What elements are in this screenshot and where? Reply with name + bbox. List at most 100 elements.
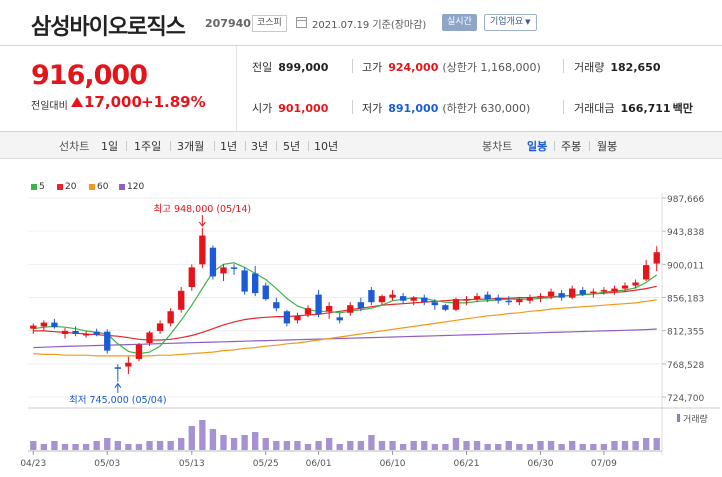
volume-bar xyxy=(368,435,375,450)
candle-body xyxy=(611,288,618,292)
x-tick-label: 05/25 xyxy=(253,459,279,469)
low-annotation: 최저 745,000 (05/04) xyxy=(69,395,167,406)
volume-bar xyxy=(378,441,386,450)
tab-3y[interactable]: 3년 xyxy=(251,140,269,153)
volume-bar xyxy=(104,438,111,450)
candle-body xyxy=(579,290,586,295)
x-tick-label: 06/01 xyxy=(306,459,332,469)
candle-body xyxy=(547,291,555,297)
volume-bar xyxy=(600,444,608,450)
line-chart-label: 선차트 xyxy=(59,140,90,153)
volume-legend-swatch xyxy=(677,414,680,422)
up-arrow-icon xyxy=(71,97,83,107)
chart-toolbar: 선차트 1일 1주일 3개월 1년 3년 5년 10년 봉차트 일봉 주봉 월봉 xyxy=(0,132,722,159)
candle-body xyxy=(167,311,174,324)
ma120-line xyxy=(33,328,657,349)
divider xyxy=(352,59,353,73)
trade-value-stat: 거래대금 166,711 백만 xyxy=(574,100,693,116)
volume-bar xyxy=(315,441,322,450)
volume-bar xyxy=(452,438,460,450)
legend-ma20: 20 xyxy=(57,182,76,192)
tab-weekly-candle[interactable]: 주봉 xyxy=(561,140,582,153)
volume-bar xyxy=(495,444,502,450)
legend-swatch xyxy=(57,183,63,190)
legend-swatch xyxy=(119,183,125,190)
volume-bar xyxy=(463,441,470,450)
candle-body xyxy=(178,290,185,310)
x-tick-label: 06/21 xyxy=(454,459,480,469)
volume-bar xyxy=(72,444,79,450)
candle-body xyxy=(516,299,523,303)
volume-bar xyxy=(642,438,650,450)
legend-ma5: 5 xyxy=(31,182,45,192)
candle-body xyxy=(40,322,48,327)
candle-body xyxy=(273,302,280,309)
lower-limit: (하한가 630,000) xyxy=(442,102,531,115)
candle-body xyxy=(125,362,132,367)
legend-label: 120 xyxy=(127,182,145,192)
stock-name: 삼성바이오로직스 xyxy=(31,15,186,40)
volume-bar xyxy=(410,441,417,450)
candle-body xyxy=(368,290,375,303)
x-tick-label: 07/09 xyxy=(591,459,617,469)
candle-body xyxy=(452,299,460,310)
volume-bar xyxy=(230,438,238,450)
volume-bar xyxy=(357,441,365,450)
divider xyxy=(308,141,309,151)
low-value: 891,000 xyxy=(388,102,439,115)
tab-monthly-candle[interactable]: 월봉 xyxy=(597,140,618,153)
tab-5y[interactable]: 5년 xyxy=(283,140,301,153)
legend-label: 5 xyxy=(39,182,45,192)
tab-1d[interactable]: 1일 xyxy=(101,140,119,153)
high-value: 924,000 xyxy=(388,61,439,74)
volume-bar xyxy=(273,441,280,450)
candle-body xyxy=(505,300,512,303)
volume-bar xyxy=(505,441,512,450)
volume-bar xyxy=(40,444,48,450)
high-label: 고가 xyxy=(362,61,383,74)
company-overview-dropdown[interactable]: 기업개요 ▼ xyxy=(484,14,537,31)
prev-close-stat: 전일 899,000 xyxy=(252,59,328,75)
tab-3m[interactable]: 3개월 xyxy=(177,140,205,153)
volume-bar xyxy=(526,444,534,450)
volume-bar xyxy=(262,438,269,450)
divider xyxy=(554,141,555,151)
candle-body xyxy=(104,331,111,351)
tab-1y[interactable]: 1년 xyxy=(220,140,238,153)
candle-body xyxy=(156,323,164,331)
x-tick-label: 04/23 xyxy=(20,459,46,469)
candle-body xyxy=(569,288,576,298)
divider xyxy=(589,141,590,151)
high-stat: 고가 924,000 (상한가 1,168,000) xyxy=(362,59,541,75)
current-price: 916,000 xyxy=(31,60,148,91)
volume-bar xyxy=(389,441,396,450)
tab-1w[interactable]: 1주일 xyxy=(134,140,162,153)
candle-body xyxy=(114,367,121,369)
tab-10y[interactable]: 10년 xyxy=(314,140,339,153)
volume-bar xyxy=(61,444,69,450)
candle-body xyxy=(621,285,629,289)
volume-bar xyxy=(209,429,217,450)
volume-bar xyxy=(30,441,37,450)
prev-close-label: 전일 xyxy=(252,61,273,74)
candle-body xyxy=(230,267,238,269)
price-change-percent: +1.89% xyxy=(141,93,206,111)
tab-daily-candle[interactable]: 일봉 xyxy=(527,140,548,153)
volume-value: 182,650 xyxy=(610,61,661,74)
divider xyxy=(214,141,215,151)
price-date: 2021.07.19 기준(장마감) xyxy=(312,20,427,31)
realtime-button[interactable]: 실시간 xyxy=(442,14,477,31)
ma60-line xyxy=(33,299,657,357)
candle-body xyxy=(399,296,407,301)
volume-label: 거래량 xyxy=(683,413,708,425)
legend-ma120: 120 xyxy=(119,182,144,192)
candle-body xyxy=(537,296,544,298)
volume-bar xyxy=(579,444,586,450)
legend-swatch xyxy=(89,183,95,190)
volume-bar xyxy=(82,444,90,450)
candle-body xyxy=(378,296,386,303)
volume-bar xyxy=(547,441,555,450)
open-label: 시가 xyxy=(252,102,273,115)
candle-body xyxy=(304,308,312,315)
